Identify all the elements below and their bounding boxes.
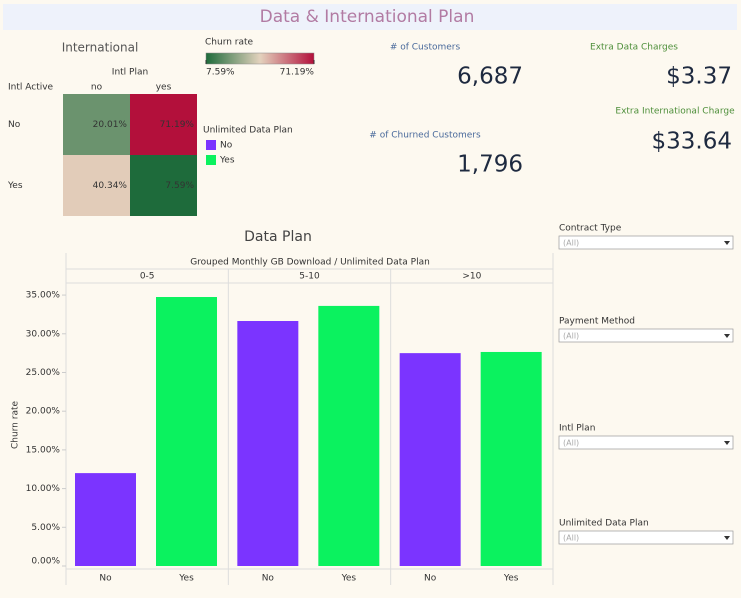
x-tick-label: No [262, 574, 275, 584]
kpi-label: Extra International Charge [615, 107, 735, 117]
chart-subtitle: Grouped Monthly GB Download / Unlimited … [190, 258, 430, 268]
kpi-value: $3.37 [666, 64, 732, 90]
filter-label: Intl Plan [559, 424, 595, 434]
color-scale [205, 52, 315, 65]
column-label: no [91, 83, 103, 93]
dropdown-arrow [724, 334, 730, 338]
heatmap-title: International [62, 41, 139, 55]
legend-swatch [206, 140, 216, 150]
kpi-value: $33.64 [652, 129, 732, 155]
dropdown-arrow [724, 441, 730, 445]
filter-dropdown[interactable] [558, 530, 734, 545]
heatmap-cell [130, 94, 197, 155]
heatmap-cell [63, 94, 130, 155]
cell-label: 7.59% [165, 181, 194, 191]
filter-value: (All) [563, 332, 579, 341]
y-tick-label: 35.00% [26, 291, 61, 301]
y-axis-label: Churn rate [11, 401, 21, 450]
filter-dropdown[interactable] [558, 235, 734, 250]
row-label: No [8, 120, 21, 130]
legend-label: No [220, 141, 233, 151]
filter-value: (All) [563, 439, 579, 448]
category-label: 5-10 [299, 272, 320, 282]
dashboard-title: Data & International Plan [260, 7, 475, 27]
y-tick-label: 10.00% [26, 484, 61, 494]
filter-label: Payment Method [559, 317, 635, 327]
bar [399, 353, 461, 566]
x-tick-label: Yes [178, 574, 194, 584]
y-tick-label: 5.00% [31, 523, 60, 533]
y-tick-label: 30.00% [26, 329, 61, 339]
filter-dropdown[interactable] [558, 435, 734, 450]
y-tick-label: 15.00% [26, 445, 61, 455]
row-label: Yes [7, 181, 23, 191]
y-tick-label: 20.00% [26, 407, 61, 417]
filter-value: (All) [563, 239, 579, 248]
category-label: 0-5 [140, 272, 155, 282]
y-axis-label: Intl Active [8, 83, 54, 93]
bar [480, 351, 542, 566]
legend-label: Yes [219, 156, 235, 166]
dropdown-arrow [724, 241, 730, 245]
y-tick-label: 25.00% [26, 368, 61, 378]
legend-tick-label: 7.59% [206, 68, 235, 78]
legend-title: Unlimited Data Plan [203, 126, 293, 136]
legend-title: Churn rate [205, 38, 254, 48]
cell-label: 20.01% [93, 120, 128, 130]
heatmap-cell [63, 155, 130, 216]
bar [156, 297, 217, 566]
filter-label: Contract Type [559, 224, 622, 234]
x-axis-label: Intl Plan [112, 68, 148, 78]
chart-title: Data Plan [244, 229, 312, 245]
legend-tick-label: 71.19% [280, 68, 315, 78]
filter-label: Unlimited Data Plan [559, 519, 649, 529]
y-tick-label: 0.00% [31, 557, 60, 567]
cell-label: 71.19% [160, 120, 195, 130]
cell-label: 40.34% [93, 181, 128, 191]
filter-dropdown[interactable] [558, 328, 734, 343]
x-tick-label: Yes [341, 574, 357, 584]
kpi-label: Extra Data Charges [590, 43, 678, 53]
title-bar [3, 4, 737, 30]
bar [75, 473, 136, 566]
kpi-value: 6,687 [457, 64, 523, 90]
legend-swatch [206, 155, 216, 165]
kpi-label: # of Churned Customers [369, 131, 481, 141]
bar [318, 305, 380, 566]
x-tick-label: Yes [503, 574, 519, 584]
dropdown-arrow [724, 536, 730, 540]
heatmap-cell [130, 155, 197, 216]
column-label: yes [156, 83, 172, 93]
kpi-value: 1,796 [457, 152, 523, 178]
category-label: >10 [462, 272, 481, 282]
x-tick-label: No [424, 574, 437, 584]
bar [237, 321, 299, 566]
x-tick-label: No [99, 574, 112, 584]
filter-value: (All) [563, 534, 579, 543]
kpi-label: # of Customers [390, 43, 461, 53]
